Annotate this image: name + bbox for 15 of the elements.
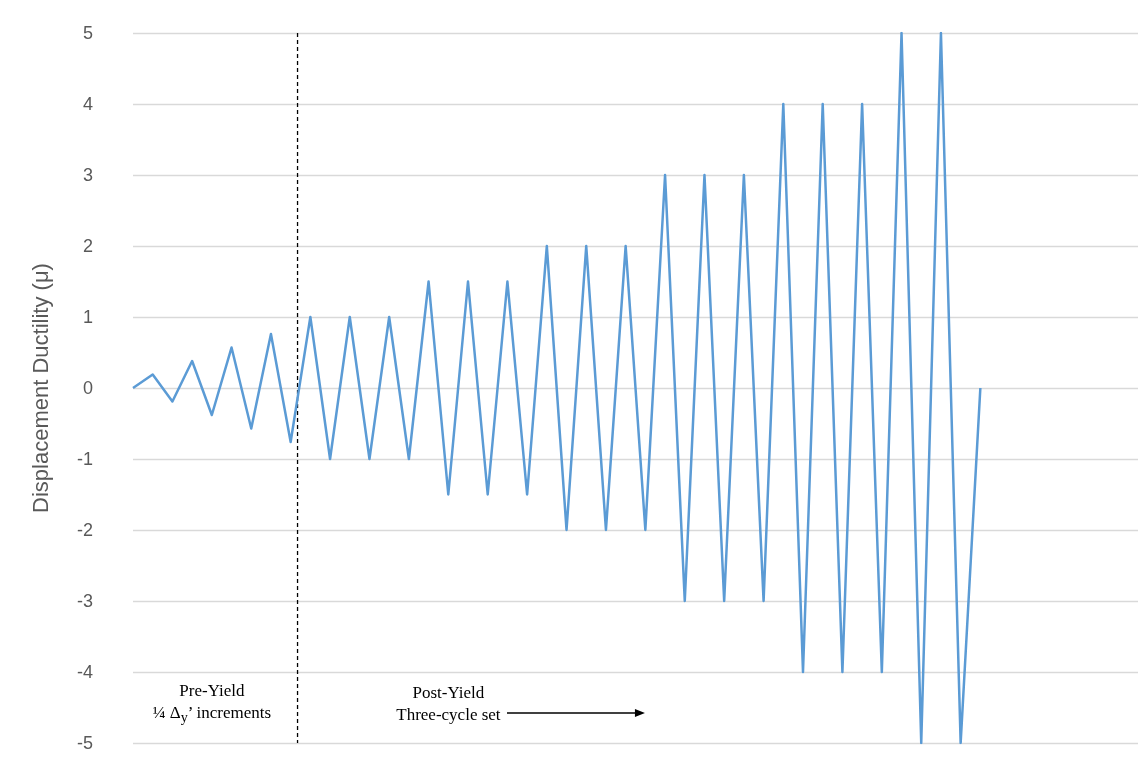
y-tick-label: -4 bbox=[76, 662, 93, 682]
y-tick-label: -5 bbox=[76, 733, 93, 753]
y-tick-label: 1 bbox=[82, 307, 93, 327]
y-tick-label: 5 bbox=[82, 23, 93, 43]
annotation: Pre-Yield ¼ Δ$_{y}$’ increments bbox=[152, 679, 272, 728]
y-tick-label: -2 bbox=[76, 520, 93, 540]
annotation: Post-Yield Three-cycle set bbox=[396, 681, 501, 726]
y-axis-title: Displacement Ductility (μ) bbox=[27, 263, 53, 513]
y-tick-label: -1 bbox=[76, 449, 93, 469]
y-tick-label: 0 bbox=[82, 378, 93, 398]
y-tick-label: 4 bbox=[82, 94, 93, 114]
line-series bbox=[131, 31, 982, 745]
y-tick-label: 3 bbox=[82, 165, 93, 185]
y-tick-label: -3 bbox=[76, 591, 93, 611]
y-tick-label: 2 bbox=[82, 236, 93, 256]
